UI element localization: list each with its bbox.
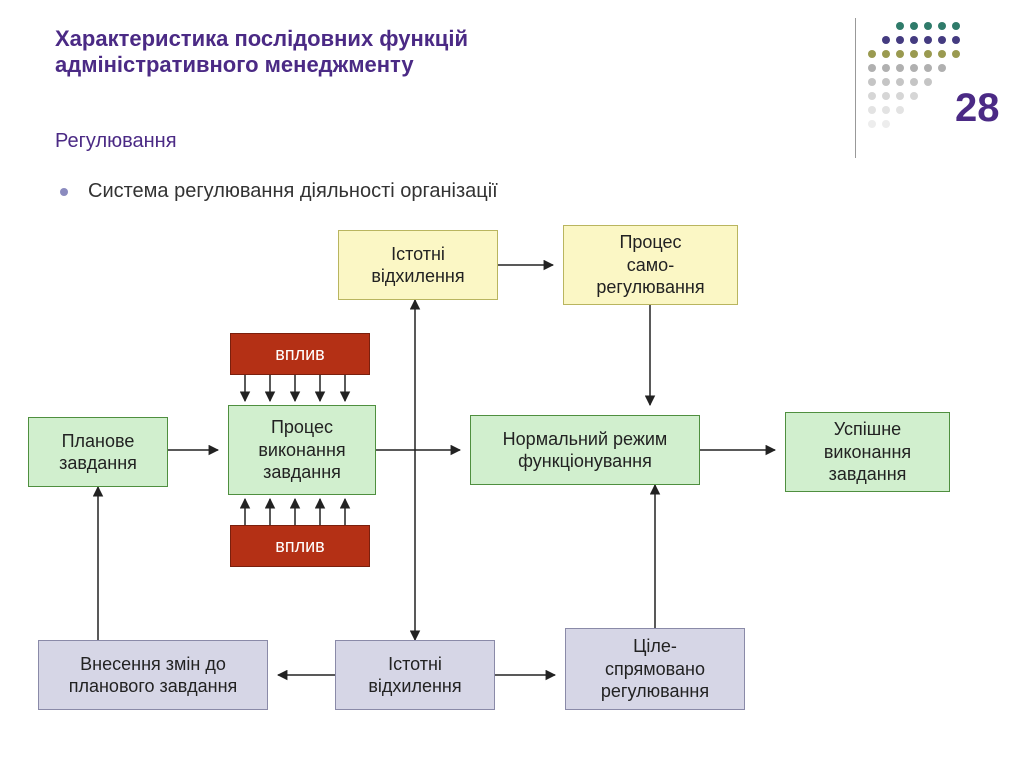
node-n_infl_top: вплив [230,333,370,375]
bullet-dot-icon [60,188,68,196]
header-divider [855,18,856,158]
node-n_devbot: Істотні відхилення [335,640,495,710]
node-n_exec: Процес виконання завдання [228,405,376,495]
node-n_success: Успішне виконання завдання [785,412,950,492]
node-n_plan: Планове завдання [28,417,168,487]
subtitle: Регулювання [55,130,177,153]
decor-dot-grid [868,22,966,134]
node-n_normal: Нормальний режим функціонування [470,415,700,485]
page-title: Характеристика послідовних функцій адмін… [55,26,655,78]
node-n_devtop: Істотні відхилення [338,230,498,300]
node-n_changes: Внесення змін до планового завдання [38,640,268,710]
node-n_selfreg: Процес само- регулювання [563,225,738,305]
node-n_infl_bot: вплив [230,525,370,567]
node-n_goalreg: Ціле- спрямовано регулювання [565,628,745,710]
bullet-text: Система регулювання діяльності організац… [88,180,498,203]
